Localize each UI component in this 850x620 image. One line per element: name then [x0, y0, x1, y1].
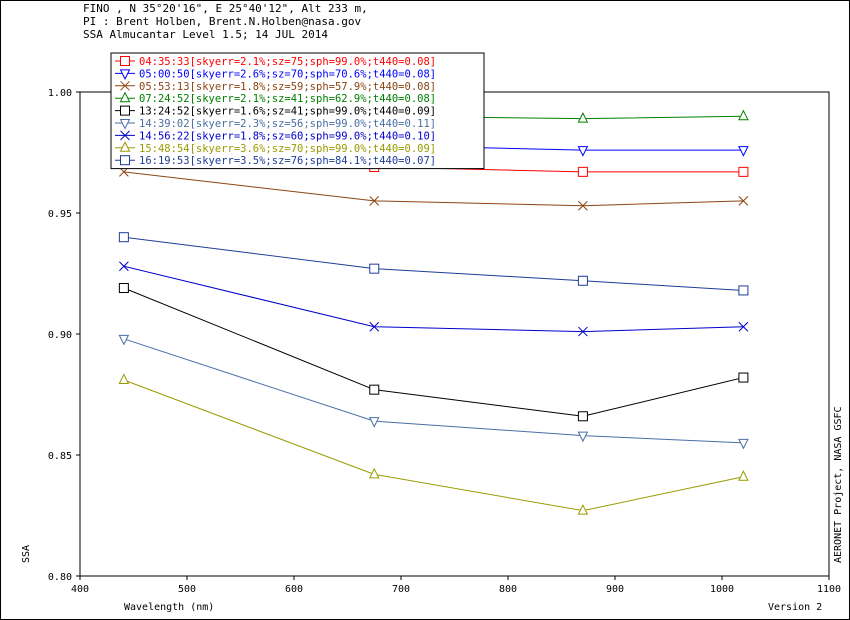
series-7	[119, 261, 749, 337]
legend-label: 15:48:54[skyerr=3.6%;sz=70;sph=99.0%;t44…	[139, 143, 436, 155]
legend-label: 07:24:52[skyerr=2.1%;sz=41;sph=62.9%;t44…	[139, 93, 436, 105]
y-tick-label: 0.90	[48, 330, 72, 341]
x-tick-label: 500	[178, 584, 196, 595]
legend-label: 16:19:53[skyerr=3.5%;sz=76;sph=84.1%;t44…	[139, 155, 436, 167]
data-point	[118, 283, 129, 294]
legend-entry: 05:53:13[skyerr=1.8%;sz=59;sph=57.9%;t44…	[115, 81, 436, 93]
legend-entry: 16:19:53[skyerr=3.5%;sz=76;sph=84.1%;t44…	[115, 155, 436, 167]
data-point	[578, 200, 588, 211]
version-label: Version 2	[768, 602, 823, 613]
y-tick-label: 0.85	[48, 451, 72, 462]
x-tick-label: 600	[285, 584, 303, 595]
data-point	[738, 285, 749, 296]
x-tick-label: 900	[606, 584, 624, 595]
y-tick-label: 0.80	[48, 572, 72, 583]
data-point	[738, 438, 749, 450]
credit-label: AERONET Project, NASA GSFC	[833, 406, 844, 563]
data-point	[738, 372, 749, 383]
series-line	[123, 236, 744, 291]
data-point	[118, 232, 129, 243]
legend-label: 04:35:33[skyerr=2.1%;sz=75;sph=99.0%;t44…	[139, 56, 436, 68]
axis-ticks: 400 500 600 700 800 900 1000 1100 0.80 0.85 0.90 0.…	[48, 88, 841, 595]
data-point	[578, 326, 588, 337]
data-point	[120, 80, 130, 91]
legend-entry: 15:48:54[skyerr=3.6%;sz=70;sph=99.0%;t44…	[115, 141, 436, 155]
legend-entry: 14:39:02[skyerr=2.3%;sz=56;sph=99.0%;t44…	[115, 118, 436, 130]
data-point	[369, 321, 380, 332]
data-point	[577, 411, 588, 422]
legend-label: 05:53:13[skyerr=1.8%;sz=59;sph=57.9%;t44…	[139, 81, 436, 93]
series-line	[123, 379, 744, 512]
data-point	[119, 91, 131, 103]
legend-entry: 14:56:22[skyerr=1.8%;sz=60;sph=99.0%;t44…	[115, 130, 436, 142]
y-axis-label: SSA	[21, 544, 32, 563]
data-point	[369, 263, 380, 274]
legend-entry: 07:24:52[skyerr=2.1%;sz=41;sph=62.9%;t44…	[115, 91, 436, 105]
data-point	[738, 196, 749, 206]
data-point	[119, 69, 131, 81]
data-point	[119, 119, 131, 130]
data-point	[120, 56, 130, 66]
data-point	[119, 261, 129, 272]
legend-label: 14:39:02[skyerr=2.3%;sz=56;sph=99.0%;t44…	[139, 118, 436, 130]
series-3	[119, 167, 749, 211]
series-layer	[118, 104, 749, 515]
legend-entry: 13:24:52[skyerr=1.6%;sz=41;sph=99.0%;t44…	[115, 105, 436, 118]
x-tick-label: 1100	[817, 584, 841, 595]
site-title: FINO , N 35°20'16", E 25°40'12", Alt 233…	[83, 2, 368, 15]
legend: 04:35:33[skyerr=2.1%;sz=75;sph=99.0%;t44…	[110, 52, 485, 170]
legend-label: 14:56:22[skyerr=1.8%;sz=60;sph=99.0%;t44…	[139, 130, 436, 142]
product-line: SSA Almucantar Level 1.5; 14 JUL 2014	[83, 28, 329, 41]
data-point	[738, 146, 749, 157]
series-9	[118, 232, 749, 296]
data-point	[577, 166, 588, 177]
data-point	[119, 141, 131, 152]
data-point	[120, 155, 130, 166]
data-point	[118, 334, 130, 346]
data-point	[577, 504, 589, 515]
data-point	[369, 384, 380, 395]
data-point	[577, 112, 589, 123]
y-tick-label: 0.95	[48, 209, 72, 220]
legend-entry: 04:35:33[skyerr=2.1%;sz=75;sph=99.0%;t44…	[115, 56, 436, 68]
series-line	[123, 171, 744, 207]
series-5	[118, 283, 749, 422]
data-point	[120, 105, 130, 116]
series-line	[123, 287, 744, 417]
data-point	[368, 467, 380, 479]
legend-label: 13:24:52[skyerr=1.6%;sz=41;sph=99.0%;t44…	[139, 106, 436, 118]
x-tick-label: 1000	[710, 584, 734, 595]
x-tick-label: 800	[499, 584, 517, 595]
data-point	[577, 146, 589, 157]
x-tick-label: 700	[392, 584, 410, 595]
legend-label: 05:00:50[skyerr=2.6%;sz=70;sph=70.6%;t44…	[139, 68, 436, 80]
data-point	[738, 109, 749, 121]
pi-line: PI : Brent Holben, Brent.N.Holben@nasa.g…	[83, 15, 362, 28]
data-point	[577, 275, 588, 286]
data-point	[577, 431, 589, 443]
legend-box	[110, 52, 485, 170]
x-tick-label: 400	[71, 584, 89, 595]
series-line	[123, 338, 744, 444]
data-point	[738, 470, 749, 481]
series-line	[123, 265, 744, 333]
y-tick-label: 1.00	[48, 88, 72, 99]
legend-entry: 05:00:50[skyerr=2.6%;sz=70;sph=70.6%;t44…	[115, 68, 436, 80]
data-point	[120, 130, 130, 141]
data-point	[738, 166, 749, 177]
data-point	[118, 373, 130, 384]
x-axis-label: Wavelength (nm)	[124, 602, 215, 613]
data-point	[369, 196, 380, 206]
series-8	[118, 373, 749, 515]
series-6	[118, 334, 749, 450]
data-point	[368, 417, 380, 428]
data-point	[738, 321, 749, 332]
